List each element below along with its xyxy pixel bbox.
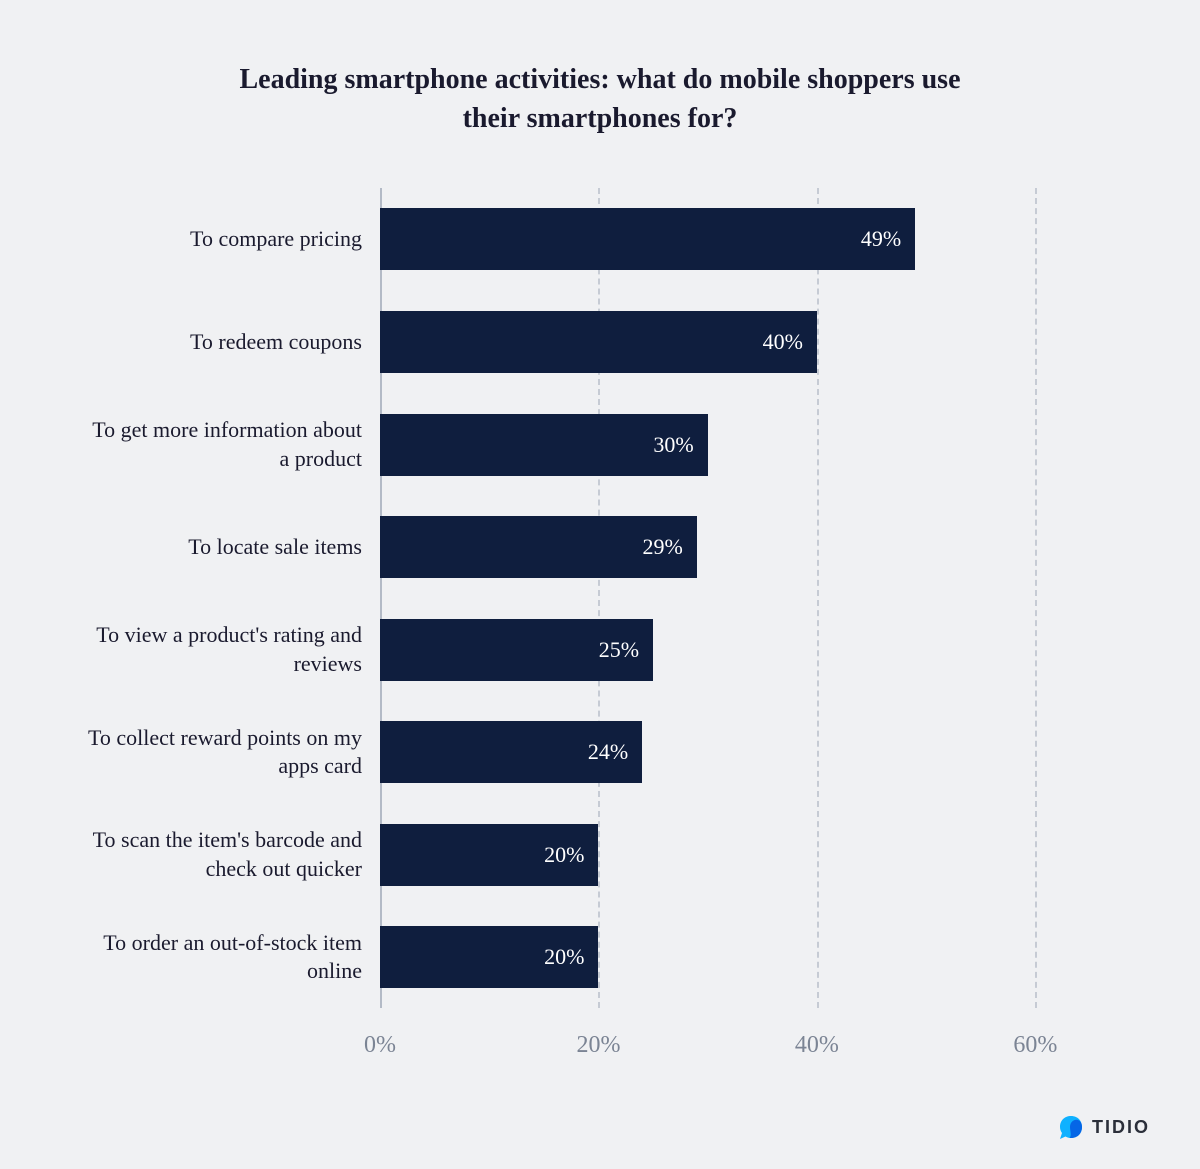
bar-value: 24%	[588, 739, 628, 765]
bar-value: 40%	[763, 329, 803, 355]
brand-logo: TIDIO	[1056, 1113, 1150, 1141]
bar-row: To collect reward points on my apps card…	[380, 721, 1090, 783]
y-label: To scan the item's barcode and check out…	[80, 826, 380, 883]
y-label: To compare pricing	[80, 225, 380, 254]
bar-value: 30%	[653, 432, 693, 458]
bar: 24%	[380, 721, 642, 783]
bar: 29%	[380, 516, 697, 578]
bar: 20%	[380, 824, 598, 886]
bar: 40%	[380, 311, 817, 373]
y-label: To collect reward points on my apps card	[80, 724, 380, 781]
x-tick-label: 60%	[1013, 1032, 1057, 1059]
bar-row: To redeem coupons40%	[380, 311, 1090, 373]
bar: 25%	[380, 619, 653, 681]
chart: To compare pricing49%To redeem coupons40…	[70, 188, 1130, 1068]
y-label: To order an out-of-stock item online	[80, 929, 380, 986]
bar-value: 49%	[861, 226, 901, 252]
chart-container: Leading smartphone activities: what do m…	[0, 0, 1200, 1169]
bar-row: To order an out-of-stock item online20%	[380, 926, 1090, 988]
bar-row: To get more information about a product3…	[380, 414, 1090, 476]
tidio-icon	[1056, 1113, 1084, 1141]
bar-row: To locate sale items29%	[380, 516, 1090, 578]
y-label: To view a product's rating and reviews	[80, 621, 380, 678]
bar-value: 29%	[642, 534, 682, 560]
bar-value: 20%	[544, 842, 584, 868]
y-label: To locate sale items	[80, 533, 380, 562]
x-axis: 0%20%40%60%	[380, 1018, 1090, 1068]
x-tick-label: 20%	[576, 1032, 620, 1059]
bar-row: To view a product's rating and reviews25…	[380, 619, 1090, 681]
bar-row: To compare pricing49%	[380, 208, 1090, 270]
brand-name: TIDIO	[1092, 1117, 1150, 1138]
x-tick-label: 40%	[795, 1032, 839, 1059]
bars-group: To compare pricing49% To redeem coupons40…	[380, 208, 1090, 988]
bar-value: 25%	[599, 637, 639, 663]
bar: 49%	[380, 208, 915, 270]
bar-row: To scan the item's barcode and check out…	[380, 824, 1090, 886]
chart-title: Leading smartphone activities: what do m…	[230, 60, 970, 138]
bar: 30%	[380, 414, 708, 476]
y-label: To redeem coupons	[80, 328, 380, 357]
bar: 20%	[380, 926, 598, 988]
x-tick-label: 0%	[364, 1032, 396, 1059]
y-label: To get more information about a product	[80, 416, 380, 473]
bar-value: 20%	[544, 944, 584, 970]
